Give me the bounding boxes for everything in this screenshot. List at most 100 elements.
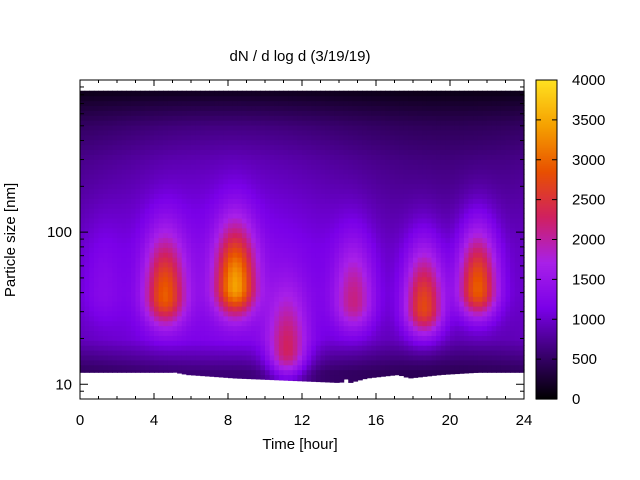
heatmap-cell bbox=[380, 364, 386, 371]
heatmap-cell bbox=[278, 276, 285, 283]
heatmap-cell bbox=[422, 320, 428, 327]
heatmap-cell bbox=[278, 217, 285, 224]
heatmap-cell bbox=[209, 115, 215, 121]
heatmap-cell bbox=[163, 120, 169, 126]
heatmap-cell bbox=[232, 227, 238, 234]
heatmap-cell bbox=[426, 203, 433, 209]
heatmap-cell bbox=[426, 105, 433, 111]
heatmap-cell bbox=[288, 198, 294, 204]
heatmap-cell bbox=[177, 173, 183, 180]
heatmap-cell bbox=[121, 178, 127, 185]
heatmap-cell bbox=[343, 335, 349, 341]
heatmap-cell bbox=[177, 90, 183, 97]
heatmap-cell bbox=[376, 261, 382, 268]
heatmap-cell bbox=[283, 379, 289, 381]
heatmap-cell bbox=[260, 320, 266, 327]
heatmap-cell bbox=[385, 178, 391, 185]
heatmap-cell bbox=[389, 271, 396, 278]
heatmap-cell bbox=[158, 188, 164, 195]
heatmap-cell bbox=[339, 252, 345, 258]
heatmap-cell bbox=[459, 242, 465, 248]
heatmap-cell bbox=[223, 266, 229, 273]
heatmap-cell bbox=[260, 252, 266, 258]
heatmap-cell bbox=[218, 213, 224, 219]
heatmap-cell bbox=[288, 110, 294, 116]
heatmap-cell bbox=[339, 305, 345, 312]
heatmap-cell bbox=[191, 364, 197, 371]
heatmap-cell bbox=[158, 149, 164, 155]
heatmap-cell bbox=[403, 110, 409, 116]
heatmap-cell bbox=[450, 149, 456, 155]
heatmap-cell bbox=[362, 237, 368, 243]
heatmap-cell bbox=[302, 301, 308, 307]
heatmap-cell bbox=[283, 188, 289, 195]
heatmap-cell bbox=[80, 237, 86, 243]
heatmap-cell bbox=[371, 359, 377, 366]
heatmap-cell bbox=[251, 178, 257, 185]
heatmap-cell bbox=[274, 164, 280, 170]
heatmap-cell bbox=[302, 340, 308, 346]
heatmap-cell bbox=[403, 213, 409, 219]
heatmap-cell bbox=[154, 222, 160, 229]
heatmap-cell bbox=[163, 105, 169, 111]
heatmap-cell bbox=[218, 100, 224, 107]
heatmap-cell bbox=[149, 183, 155, 190]
heatmap-cell bbox=[376, 227, 382, 234]
heatmap-cell bbox=[343, 315, 349, 322]
heatmap-cell bbox=[265, 100, 271, 107]
heatmap-cell bbox=[371, 281, 377, 288]
heatmap-cell bbox=[454, 369, 460, 375]
heatmap-cell bbox=[394, 188, 400, 195]
heatmap-cell bbox=[200, 354, 206, 361]
heatmap-cell bbox=[84, 188, 90, 195]
heatmap-cell bbox=[237, 208, 243, 214]
heatmap-cell bbox=[426, 124, 433, 131]
heatmap-cell bbox=[394, 129, 400, 136]
heatmap-cell bbox=[163, 198, 169, 204]
heatmap-cell bbox=[126, 90, 132, 97]
heatmap-cell bbox=[292, 193, 298, 199]
heatmap-cell bbox=[89, 188, 95, 195]
heatmap-cell bbox=[334, 335, 340, 341]
heatmap-cell bbox=[144, 159, 150, 165]
heatmap-cell bbox=[112, 325, 118, 332]
heatmap-cell bbox=[130, 291, 137, 297]
heatmap-cell bbox=[380, 169, 386, 175]
heatmap-cell bbox=[459, 120, 465, 126]
heatmap-cell bbox=[399, 95, 405, 102]
heatmap-cell bbox=[288, 159, 294, 165]
heatmap-cell bbox=[251, 247, 257, 253]
heatmap-cell bbox=[357, 335, 363, 341]
heatmap-cell bbox=[403, 271, 409, 278]
heatmap-cell bbox=[343, 222, 349, 229]
heatmap-cell bbox=[422, 144, 428, 151]
heatmap-cell bbox=[357, 193, 363, 199]
heatmap-cell bbox=[269, 232, 275, 239]
heatmap-cell bbox=[181, 169, 187, 175]
heatmap-cell bbox=[121, 291, 127, 297]
heatmap-cell bbox=[431, 139, 437, 146]
heatmap-cell bbox=[126, 359, 132, 366]
heatmap-cell bbox=[241, 110, 248, 116]
heatmap-cell bbox=[140, 115, 146, 121]
heatmap-cell bbox=[251, 183, 257, 190]
heatmap-cell bbox=[468, 330, 474, 336]
heatmap-cell bbox=[269, 149, 275, 155]
heatmap-cell bbox=[241, 291, 248, 297]
heatmap-cell bbox=[158, 276, 164, 283]
heatmap-cell bbox=[459, 276, 465, 283]
heatmap-cell bbox=[334, 296, 340, 302]
heatmap-cell bbox=[251, 345, 257, 351]
heatmap-cell bbox=[163, 320, 169, 327]
heatmap-cell bbox=[98, 134, 104, 141]
heatmap-cell bbox=[107, 257, 113, 263]
heatmap-cell bbox=[260, 213, 266, 219]
heatmap-cell bbox=[135, 359, 141, 366]
heatmap-cell bbox=[246, 227, 252, 234]
heatmap-cell bbox=[265, 247, 271, 253]
heatmap-cell bbox=[117, 310, 123, 317]
heatmap-cell bbox=[135, 95, 141, 102]
heatmap-cell bbox=[288, 281, 294, 288]
heatmap-cell bbox=[352, 188, 359, 195]
heatmap-cell bbox=[292, 129, 298, 136]
